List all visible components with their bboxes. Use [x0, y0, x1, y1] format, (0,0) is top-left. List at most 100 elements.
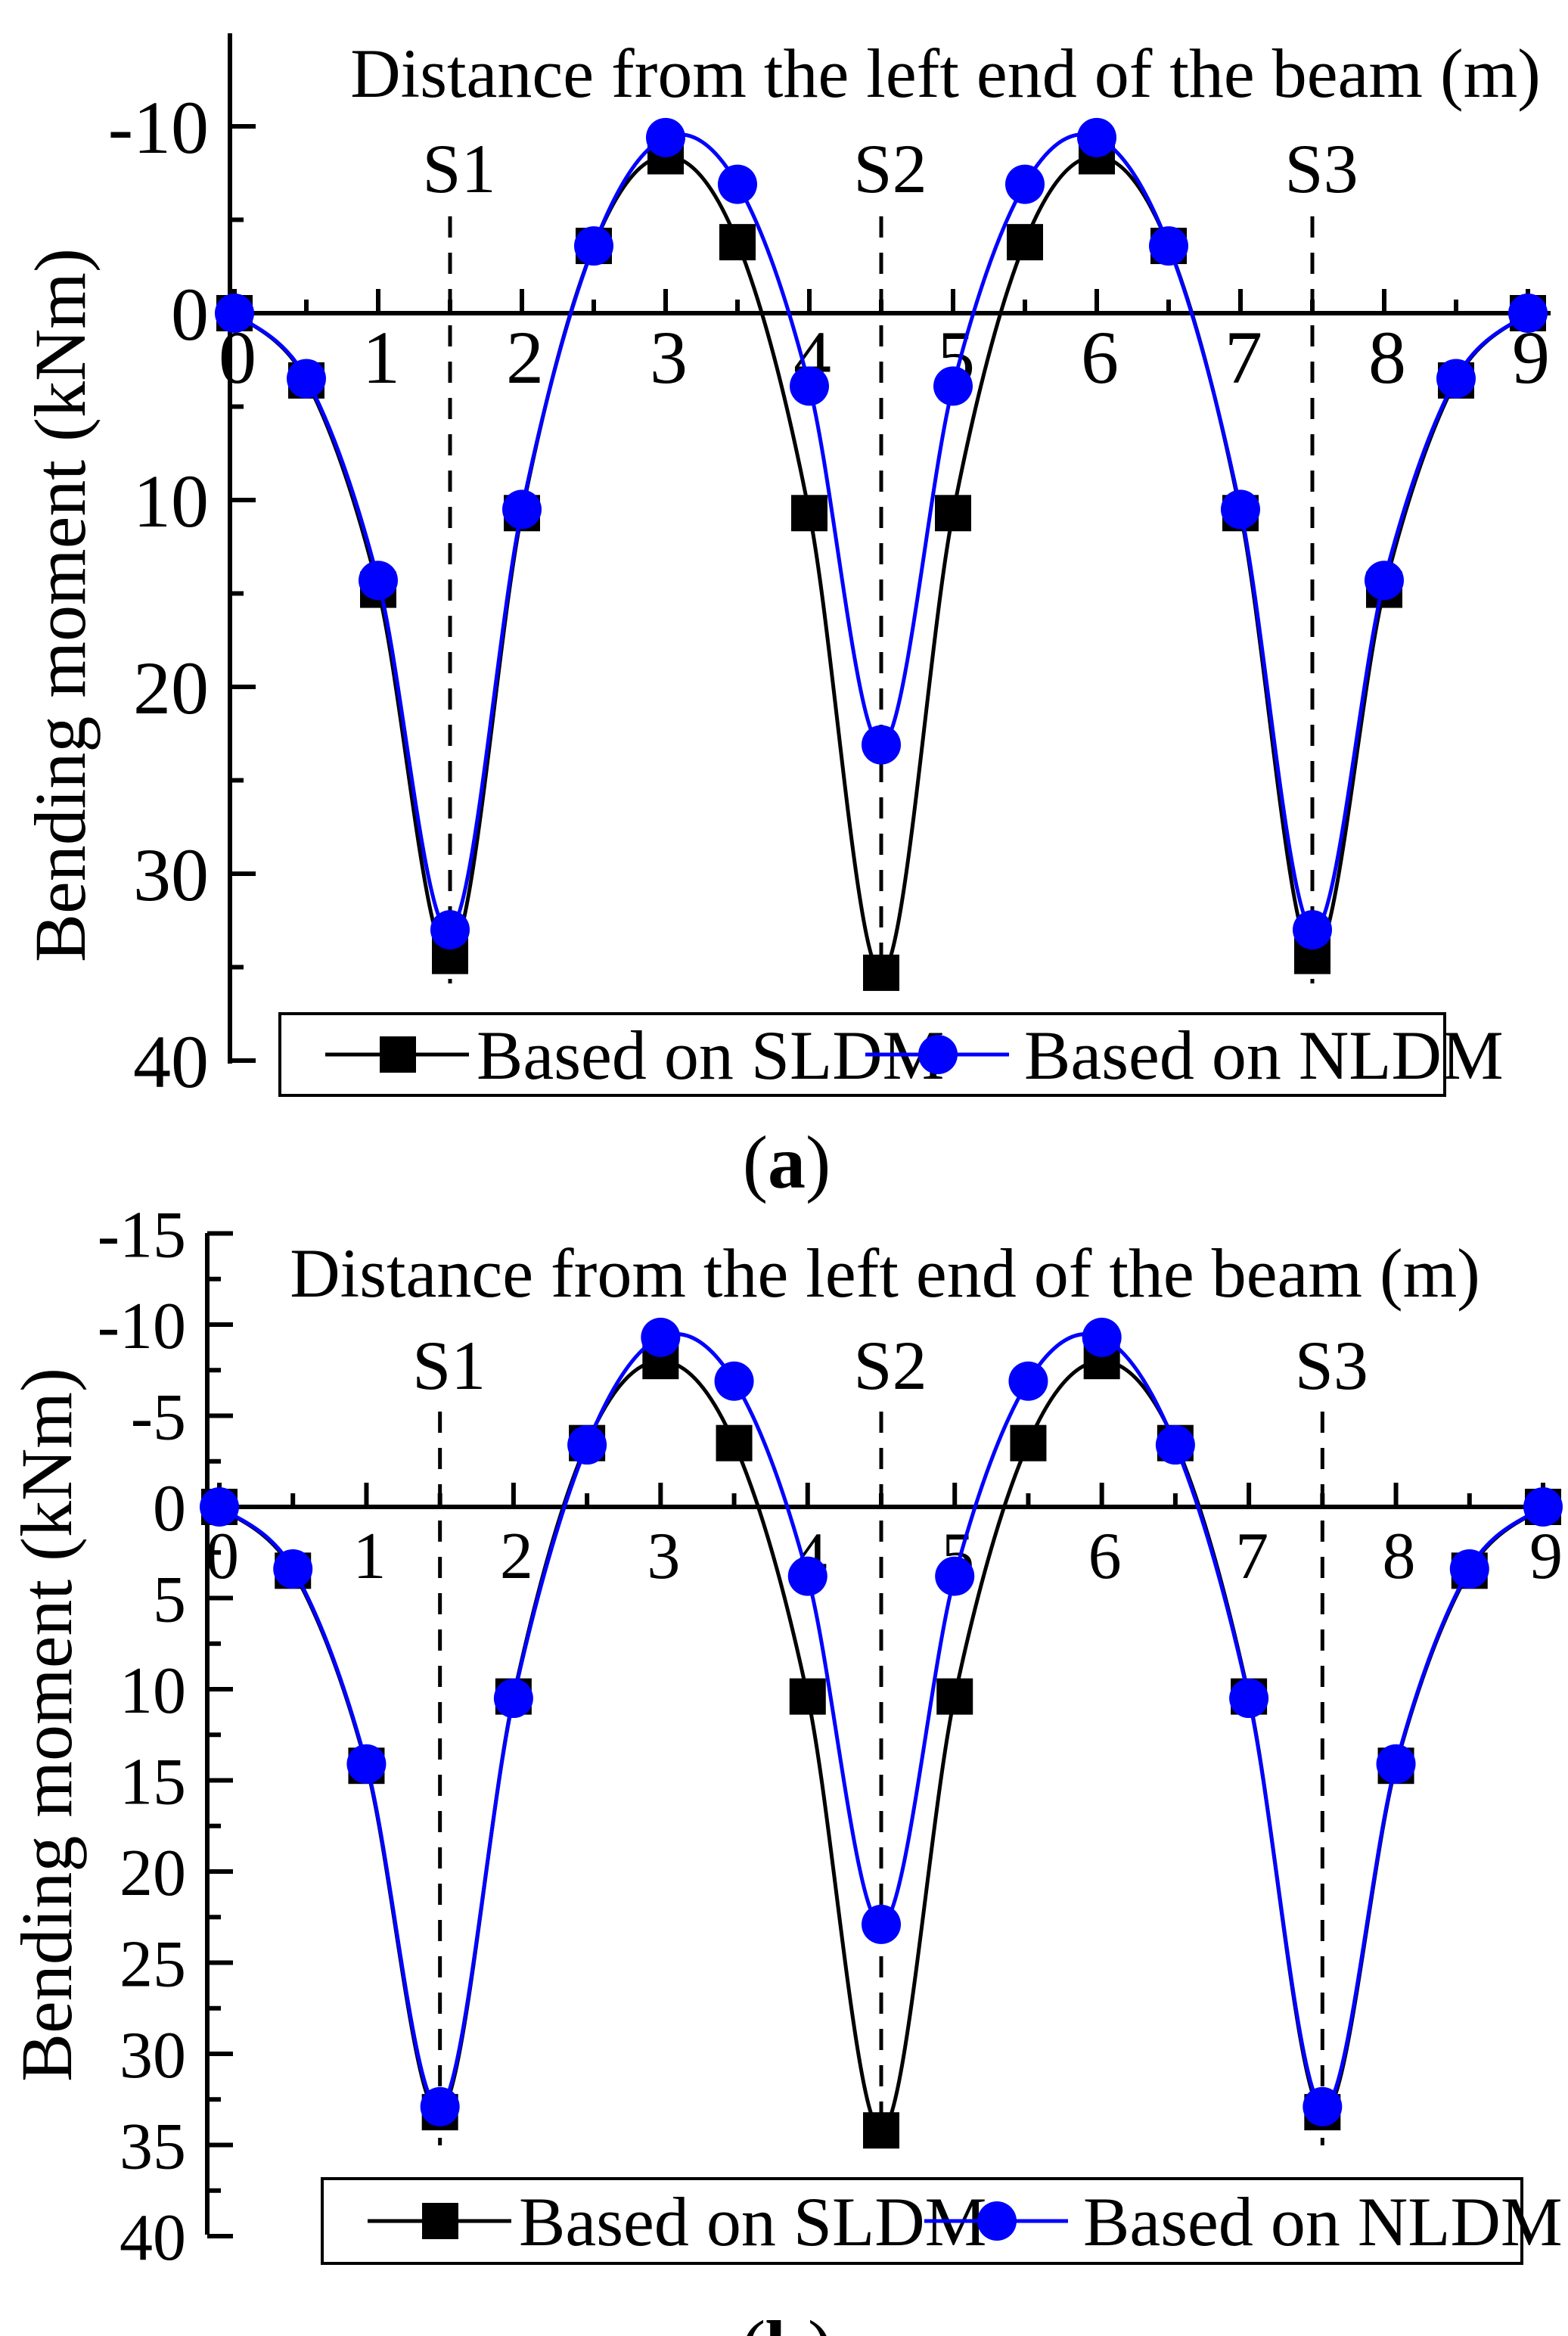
nldm-point [1436, 359, 1476, 399]
legend-sldm-marker [380, 1036, 416, 1073]
nldm-point [790, 366, 829, 406]
legend-box [278, 1012, 1446, 1097]
sldm-point [719, 224, 756, 261]
x-tick-label: 2 [500, 1520, 533, 1593]
sldm-point [1007, 224, 1043, 261]
nldm-point [787, 1556, 827, 1596]
nldm-point [1149, 226, 1188, 266]
nldm-point [200, 1487, 239, 1527]
nldm-point [646, 117, 685, 157]
x-tick-label: 3 [650, 315, 688, 399]
y-tick-label: 20 [133, 646, 209, 730]
nldm-point [287, 359, 326, 399]
y-axis-title: Bending moment (kNm) [6, 1368, 87, 2082]
x-tick-label: 6 [1081, 315, 1119, 399]
x-axis-title: Distance from the left end of the beam (… [350, 35, 1541, 112]
nldm-point [718, 164, 757, 204]
y-tick-label: -10 [108, 85, 209, 169]
nldm-point [714, 1361, 754, 1401]
y-tick-label: 20 [120, 1837, 186, 1910]
nldm-point [641, 1317, 681, 1357]
x-tick-label: 9 [1529, 1520, 1563, 1593]
y-tick-label: 30 [120, 2019, 186, 2092]
support-label-s2: S2 [853, 130, 927, 207]
y-tick-label: 25 [120, 1928, 186, 2001]
nldm-point [935, 1556, 975, 1596]
x-tick-label: 7 [1235, 1520, 1268, 1593]
nldm-point [1523, 1487, 1563, 1527]
nldm-point [862, 1904, 901, 1944]
sldm-point [863, 954, 899, 991]
panel-letter: b [765, 2305, 808, 2336]
nldm-point [1229, 1679, 1269, 1719]
x-tick-label: 2 [506, 315, 544, 399]
nldm-point [493, 1679, 533, 1719]
nldm-point [1508, 294, 1548, 333]
legend: Based on SLDM Based on NLDM [321, 2177, 1563, 2265]
legend-box [321, 2177, 1523, 2265]
nldm-point [502, 489, 542, 530]
nldm-point [273, 1549, 313, 1589]
y-tick-label: 10 [120, 1654, 186, 1728]
sldm-point [863, 2112, 899, 2149]
x-tick-label: 6 [1088, 1520, 1122, 1593]
legend: Based on SLDM Based on NLDM [278, 1012, 1504, 1097]
y-tick-label: 10 [133, 459, 209, 543]
sldm-point [716, 1424, 753, 1462]
y-tick-label: 40 [133, 1020, 209, 1104]
nldm-point [1376, 1744, 1416, 1784]
nldm-point [1303, 2086, 1343, 2126]
support-label-s3: S3 [1295, 1327, 1368, 1404]
y-tick-label: 5 [153, 1563, 186, 1636]
y-tick-label: 0 [171, 272, 209, 356]
x-tick-label: 8 [1383, 1520, 1416, 1593]
nldm-point [1221, 489, 1260, 530]
sldm-point [935, 495, 971, 532]
y-tick-label: 15 [120, 1745, 186, 1819]
nldm-point [430, 910, 470, 950]
support-label-s2: S2 [853, 1327, 927, 1404]
x-tick-label: 1 [352, 1520, 386, 1593]
legend-nldm-label: Based on NLDM [1083, 2183, 1563, 2260]
nldm-point [420, 2086, 460, 2126]
y-tick-label: -15 [98, 1198, 186, 1272]
nldm-point [346, 1744, 387, 1784]
nldm-point [933, 366, 973, 406]
nldm-point [1155, 1425, 1195, 1465]
x-tick-label: 8 [1368, 315, 1406, 399]
x-tick-label: 1 [362, 315, 400, 399]
sldm-point [789, 1678, 826, 1715]
nldm-point [1005, 164, 1045, 204]
legend-sldm-marker [422, 2203, 458, 2239]
support-label-s1: S1 [422, 130, 495, 207]
y-tick-label: 40 [120, 2201, 186, 2275]
nldm-point [215, 294, 254, 333]
legend-sldm-label: Based on SLDM [519, 2183, 986, 2260]
nldm-point [574, 226, 613, 266]
legend-nldm-label: Based on NLDM [1024, 1017, 1504, 1094]
panel-label: (a) [743, 1120, 831, 1204]
nldm-point [1077, 117, 1116, 157]
x-tick-label: 7 [1225, 315, 1262, 399]
support-label-s3: S3 [1284, 130, 1358, 207]
nldm-point [862, 725, 901, 765]
y-tick-label: 0 [153, 1472, 186, 1545]
y-axis-title: Bending moment (kNm) [20, 248, 101, 962]
panel-letter: a [768, 1120, 806, 1204]
nldm-point [567, 1425, 607, 1465]
nldm-point [1365, 561, 1404, 601]
y-tick-label: -10 [98, 1290, 186, 1363]
support-label-s1: S1 [412, 1327, 486, 1404]
nldm-point [359, 561, 398, 601]
y-tick-label: -5 [131, 1381, 186, 1454]
nldm-point [1082, 1317, 1122, 1357]
sldm-point [791, 495, 827, 532]
panel-label: (b) [741, 2305, 833, 2336]
x-tick-label: 3 [647, 1520, 680, 1593]
y-tick-label: 35 [120, 2110, 186, 2183]
sldm-point [1010, 1424, 1047, 1462]
